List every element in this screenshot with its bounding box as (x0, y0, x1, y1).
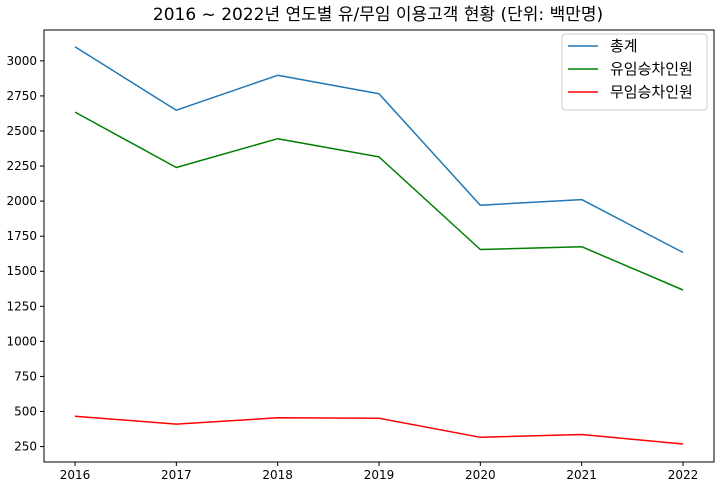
y-tick-label: 2750 (6, 89, 37, 103)
legend-box (561, 33, 708, 111)
y-tick-label: 250 (14, 440, 37, 454)
series-line-3 (74, 415, 684, 445)
y-tick-label: 1000 (6, 334, 37, 348)
y-tick-label: 500 (14, 405, 37, 419)
x-axis: 2016 2017 2018 2019 2020 2021 2022 (60, 462, 699, 482)
x-tick-label: 2021 (566, 468, 597, 482)
y-tick-label: 750 (14, 369, 37, 383)
legend-label: 총계 (610, 37, 638, 55)
y-tick-label: 2500 (6, 124, 37, 138)
x-tick-label: 2017 (161, 468, 192, 482)
x-tick-label: 2018 (262, 468, 293, 482)
y-tick-label: 3000 (6, 54, 37, 68)
series-lines (74, 46, 684, 445)
legend-label: 무임승차인원 (610, 83, 693, 101)
y-tick-label: 1750 (6, 229, 37, 243)
series-line-1 (74, 46, 684, 254)
y-tick-label: 2250 (6, 159, 37, 173)
y-axis: 250 500 750 1000 1250 1500 1750 2000 2250 2500 275… (6, 54, 44, 454)
y-tick-label: 1500 (6, 264, 37, 278)
legend-label: 유임승차인원 (610, 60, 693, 78)
y-tick-label: 2000 (6, 194, 37, 208)
chart-title: 2016 ~ 2022년 연도별 유/무임 이용고객 현황 (단위: 백만명) (153, 5, 603, 25)
x-tick-label: 2022 (668, 468, 699, 482)
series-line-2 (74, 111, 684, 291)
x-tick-label: 2020 (465, 468, 496, 482)
y-tick-label: 1250 (6, 299, 37, 313)
x-tick-label: 2016 (60, 468, 91, 482)
x-tick-label: 2019 (364, 468, 395, 482)
